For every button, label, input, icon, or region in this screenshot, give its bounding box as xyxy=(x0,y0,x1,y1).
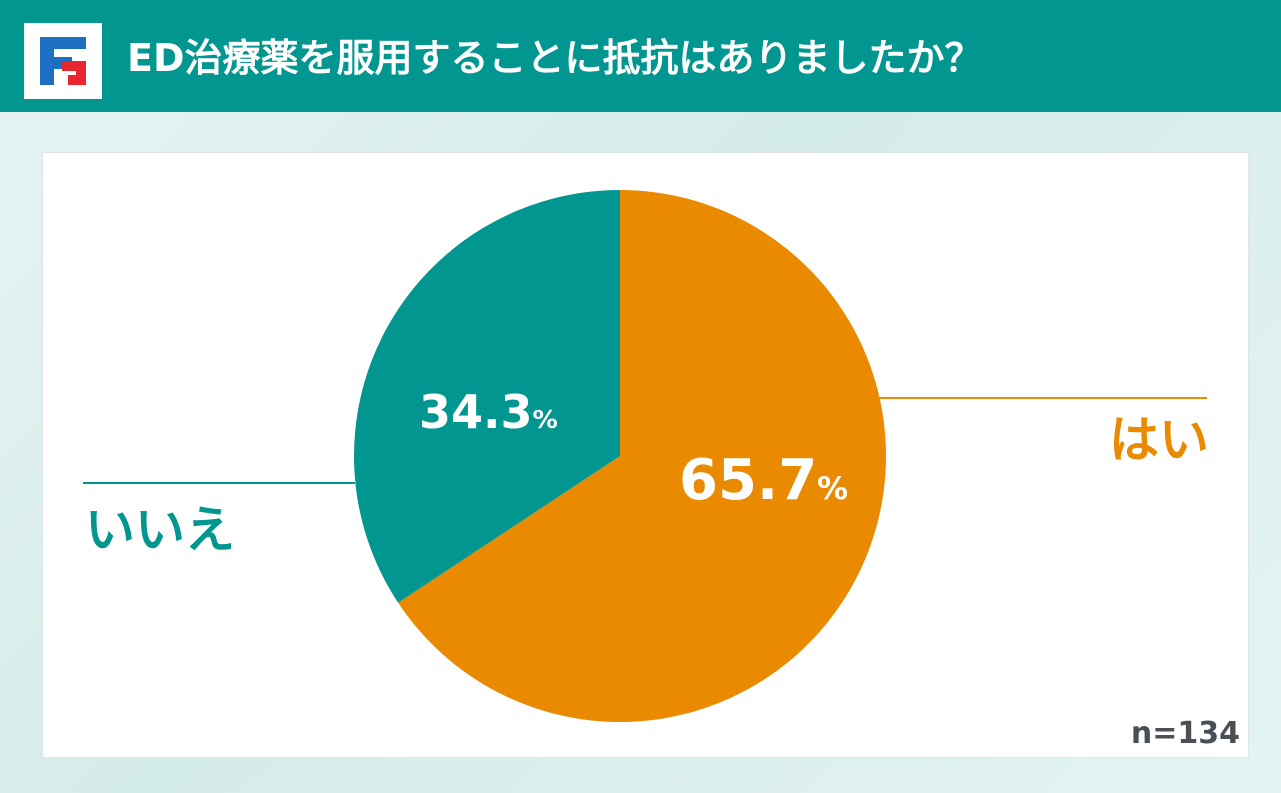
category-label-no: いいえ xyxy=(85,501,235,559)
percent-symbol: % xyxy=(532,405,558,434)
data-label-yes-value: 65.7 xyxy=(679,448,818,513)
data-label-no-value: 34.3 xyxy=(419,385,533,439)
pie-slice-yes xyxy=(398,190,887,723)
data-label-yes: 65.7% xyxy=(679,453,848,509)
category-label-yes: はい xyxy=(1109,411,1209,469)
pie-chart xyxy=(83,190,1207,723)
page-title: ED治療薬を服用することに抵抗はありましたか？ xyxy=(127,36,983,80)
chart-card: 65.7% 34.3% はい いいえ n=134 xyxy=(42,152,1249,758)
pie-slice-no xyxy=(354,190,620,603)
percent-symbol: % xyxy=(817,471,849,507)
data-label-no: 34.3% xyxy=(419,389,558,435)
sample-size-label: n=134 xyxy=(1130,716,1240,751)
brand-logo-icon xyxy=(24,23,102,99)
header-bar: ED治療薬を服用することに抵抗はありましたか？ xyxy=(0,0,1281,112)
